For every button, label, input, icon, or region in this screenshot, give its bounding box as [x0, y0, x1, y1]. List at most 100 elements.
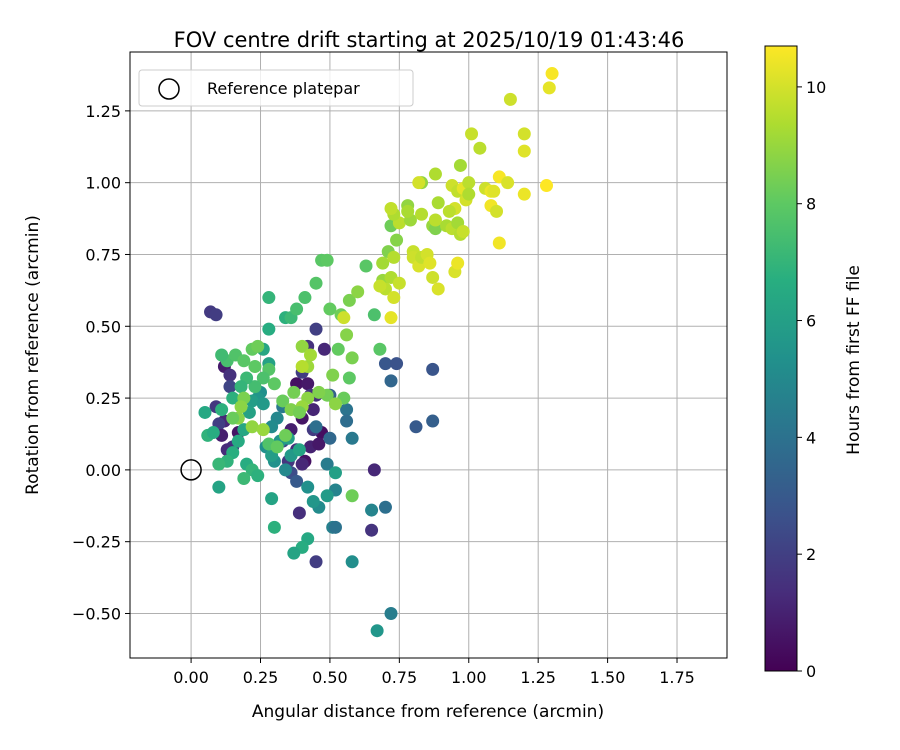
data-point [245, 420, 259, 434]
data-point [540, 179, 554, 193]
chart-title: FOV centre drift starting at 2025/10/19 … [174, 28, 685, 52]
data-point [373, 342, 387, 356]
data-point [428, 213, 442, 227]
data-point [312, 437, 326, 451]
data-point [340, 414, 354, 428]
data-point [451, 256, 465, 270]
data-points [180, 67, 559, 638]
data-point [331, 342, 345, 356]
data-point [265, 492, 279, 506]
data-point [278, 428, 292, 442]
data-point [295, 457, 309, 471]
data-point [303, 348, 317, 362]
legend: Reference platepar [138, 69, 414, 107]
y-tick-label: 1.00 [85, 174, 121, 193]
data-point [473, 141, 487, 155]
data-point [423, 256, 437, 270]
data-point [365, 523, 379, 537]
data-point [251, 339, 265, 353]
data-point [215, 348, 229, 362]
data-point [517, 187, 531, 201]
data-point [323, 302, 337, 316]
data-point [328, 520, 342, 534]
data-point [295, 339, 309, 353]
data-point [248, 380, 262, 394]
data-point [209, 308, 223, 322]
data-point [292, 506, 306, 520]
data-point [431, 282, 445, 296]
data-point [301, 480, 315, 494]
data-point [198, 405, 212, 419]
colorbar-tick-label: 6 [806, 312, 816, 331]
data-point [415, 207, 429, 221]
data-point [390, 357, 404, 371]
y-tick-label: −0.25 [72, 533, 121, 552]
x-axis-label: Angular distance from reference (arcmin) [252, 702, 604, 722]
data-point [212, 457, 226, 471]
colorbar-label: Hours from first FF file [844, 265, 864, 455]
data-point [453, 158, 467, 172]
data-point [270, 440, 284, 454]
data-point [340, 328, 354, 342]
y-tick-label: 1.25 [85, 102, 121, 121]
data-point [390, 233, 404, 247]
data-point [384, 311, 398, 325]
data-point [226, 391, 240, 405]
data-point [340, 403, 354, 417]
data-point [323, 431, 337, 445]
data-point [376, 256, 390, 270]
data-point [212, 480, 226, 494]
data-point [384, 606, 398, 620]
data-point [367, 463, 381, 477]
data-point [517, 127, 531, 141]
data-point [345, 555, 359, 569]
reference-platepar-marker [180, 459, 202, 481]
data-point [428, 167, 442, 181]
data-point [309, 276, 323, 290]
data-point [456, 225, 470, 239]
data-point [309, 420, 323, 434]
data-point [256, 397, 270, 411]
data-point [248, 359, 262, 373]
x-tick-label: 0.25 [243, 668, 279, 687]
data-point [262, 291, 276, 305]
data-point [287, 546, 301, 560]
y-tick-label: 0.25 [85, 389, 121, 408]
data-point [426, 414, 440, 428]
x-tick-label: 1.25 [520, 668, 556, 687]
data-point [320, 457, 334, 471]
x-tick-label: 0.00 [173, 668, 209, 687]
data-point [320, 253, 334, 267]
data-point [226, 411, 240, 425]
data-point [392, 276, 406, 290]
y-tick-label: −0.50 [72, 604, 121, 623]
data-point [256, 371, 270, 385]
y-tick-label: 0.75 [85, 245, 121, 264]
data-point [215, 403, 229, 417]
legend-marker-reference [158, 78, 180, 100]
y-tick-label: 0.50 [85, 317, 121, 336]
colorbar-gradient [764, 45, 798, 672]
y-tick-label: 0.00 [85, 461, 121, 480]
data-point [328, 466, 342, 480]
data-point [345, 351, 359, 365]
data-point [337, 311, 351, 325]
colorbar-tick-label: 4 [806, 428, 816, 447]
data-point [426, 362, 440, 376]
data-point [542, 81, 556, 95]
data-point [342, 371, 356, 385]
data-point [431, 196, 445, 210]
data-point [309, 322, 323, 336]
data-point [237, 354, 251, 368]
x-tick-label: 1.75 [659, 668, 695, 687]
data-point [412, 176, 426, 190]
data-point [365, 503, 379, 517]
data-point [276, 394, 290, 408]
data-point [373, 279, 387, 293]
data-point [326, 368, 340, 382]
data-point [312, 385, 326, 399]
data-point [492, 236, 506, 250]
data-point [401, 204, 415, 218]
data-point [290, 302, 304, 316]
data-point [409, 420, 423, 434]
